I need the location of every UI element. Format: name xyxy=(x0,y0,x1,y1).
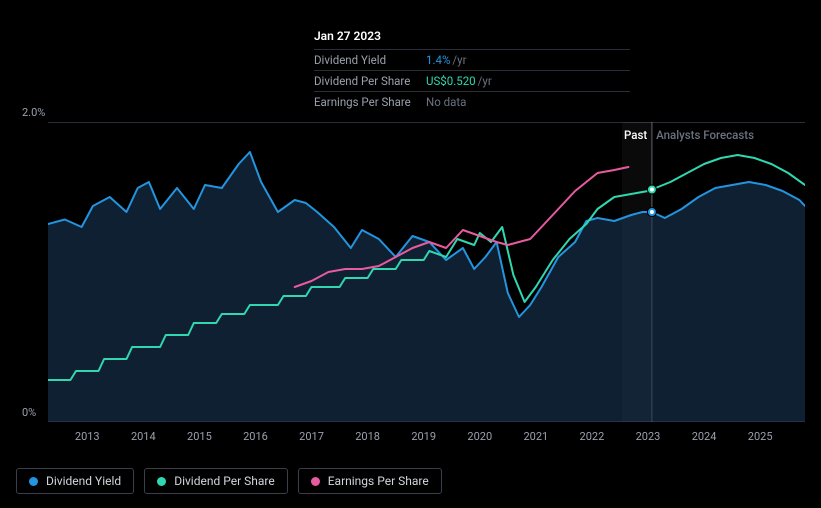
x-tick-label: 2017 xyxy=(299,430,324,443)
forecast-section-label: Analysts Forecasts xyxy=(656,128,754,142)
y-axis-max-label: 2.0% xyxy=(22,106,45,119)
x-tick-label: 2025 xyxy=(748,430,773,443)
x-tick-label: 2023 xyxy=(636,430,661,443)
tooltip-row-label: Dividend Per Share xyxy=(314,73,426,89)
legend-label: Dividend Yield xyxy=(46,474,121,488)
x-tick-label: 2022 xyxy=(580,430,605,443)
x-tick-label: 2020 xyxy=(467,430,492,443)
x-tick-label: 2014 xyxy=(131,430,156,443)
tooltip-row: Earnings Per ShareNo data xyxy=(314,92,630,112)
legend-dot-icon xyxy=(157,477,166,486)
x-tick-label: 2024 xyxy=(692,430,717,443)
tooltip-row-suffix: /yr xyxy=(452,52,466,68)
x-tick-label: 2016 xyxy=(243,430,268,443)
legend-item-dividend_per_share[interactable]: Dividend Per Share xyxy=(144,468,288,494)
legend-dot-icon xyxy=(29,477,38,486)
tooltip-row-value: 1.4% xyxy=(426,52,450,68)
legend-item-earnings_per_share[interactable]: Earnings Per Share xyxy=(298,468,442,494)
legend-dot-icon xyxy=(311,477,320,486)
chart-legend: Dividend Yield Dividend Per Share Earnings… xyxy=(16,468,442,494)
tooltip-row-value: US$0.520 xyxy=(426,73,476,89)
x-axis-labels: 2013 2014 2015 2016 2017 2018 2019 2020 2021 2022… xyxy=(48,430,805,446)
x-tick-label: 2013 xyxy=(75,430,100,443)
tooltip-row-value: No data xyxy=(426,94,466,110)
tooltip-row-label: Earnings Per Share xyxy=(314,94,426,110)
y-axis-min-label: 0% xyxy=(22,406,36,419)
tooltip-row: Dividend Yield1.4%/yr xyxy=(314,50,630,71)
legend-label: Earnings Per Share xyxy=(328,474,429,488)
chart-plot-area[interactable] xyxy=(48,122,805,422)
past-section-label: Past xyxy=(624,128,647,142)
tooltip-row: Dividend Per ShareUS$0.520/yr xyxy=(314,71,630,92)
area-dividend_yield xyxy=(48,152,805,422)
chart-tooltip: Jan 27 2023 Dividend Yield1.4%/yrDividen… xyxy=(303,16,641,121)
dividend-chart: 2.0% 0% Past Analysts Forecasts 2013 2014… xyxy=(16,104,805,454)
x-tick-label: 2015 xyxy=(187,430,212,443)
marker-dot-dividend_per_share xyxy=(650,188,654,192)
tooltip-date: Jan 27 2023 xyxy=(314,25,630,50)
x-tick-label: 2018 xyxy=(355,430,380,443)
x-tick-label: 2021 xyxy=(523,430,548,443)
legend-label: Dividend Per Share xyxy=(174,474,275,488)
marker-dot-dividend_yield xyxy=(650,210,654,214)
tooltip-row-suffix: /yr xyxy=(478,73,492,89)
x-tick-label: 2019 xyxy=(411,430,436,443)
legend-item-dividend_yield[interactable]: Dividend Yield xyxy=(16,468,134,494)
tooltip-row-label: Dividend Yield xyxy=(314,52,426,68)
